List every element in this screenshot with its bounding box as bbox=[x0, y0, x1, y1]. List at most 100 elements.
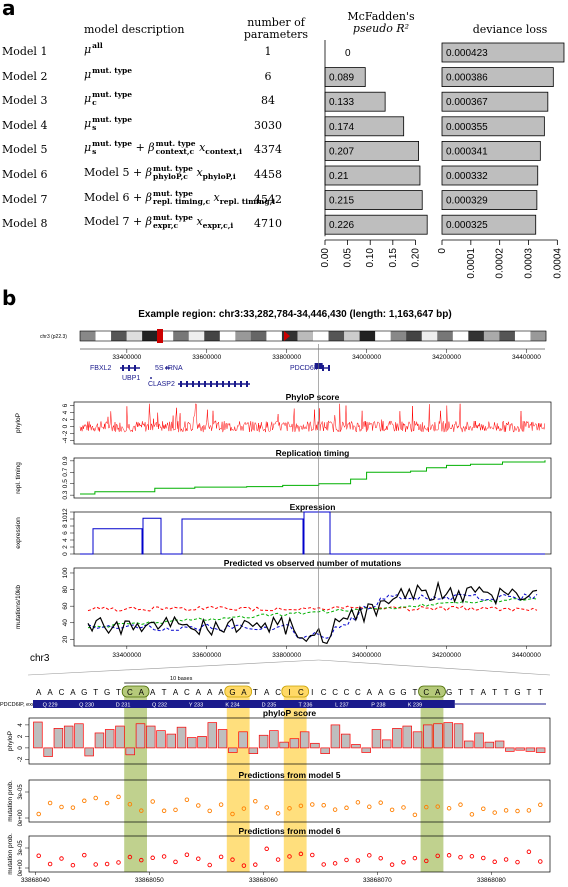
gene-track: FBXL2 UBP1 5S rRNA CLASP2 PDCD6IP bbox=[90, 363, 330, 388]
x-tick-label: 0.10 bbox=[365, 248, 376, 268]
chromosome-band bbox=[499, 331, 516, 341]
model-parameter-count: 4710 bbox=[254, 217, 282, 231]
exon-label: PDCD6IP, exon 6 bbox=[0, 702, 43, 708]
gene-label: UBP1 bbox=[122, 375, 140, 382]
nucleotide: I bbox=[311, 688, 313, 697]
chromosome-band bbox=[452, 331, 469, 341]
bar-value-label: 0.226 bbox=[329, 220, 354, 231]
pseudo-r2-bar-chart: 0 0.089 0.133 0.174 0.207 0.21 0.215 0.226 0.00 0… bbox=[320, 40, 428, 268]
prediction-point bbox=[321, 862, 326, 867]
nucleotide: C bbox=[332, 688, 338, 697]
y-tick-label: 0.9 bbox=[62, 456, 69, 465]
prediction-point bbox=[344, 857, 349, 863]
gene-exon bbox=[328, 365, 330, 371]
y-tick-label: -2 bbox=[17, 756, 24, 762]
nucleotide: T bbox=[538, 688, 543, 697]
y-tick-label: 2 bbox=[62, 545, 69, 549]
model-description: μ all bbox=[84, 41, 103, 57]
axis-tick-label: 33868080 bbox=[477, 877, 506, 884]
prediction-point bbox=[47, 800, 53, 806]
nucleotide: A bbox=[241, 688, 247, 697]
prediction-point bbox=[104, 800, 110, 806]
nucleotide: A bbox=[139, 688, 145, 697]
nucleotide: C bbox=[127, 688, 133, 697]
track-title: Expression bbox=[290, 502, 336, 512]
phylop-bar bbox=[443, 722, 454, 749]
phylop-bar bbox=[135, 723, 146, 749]
chromosome-band bbox=[142, 331, 158, 341]
prediction-point bbox=[503, 808, 509, 813]
phylop-bar bbox=[525, 747, 536, 752]
chromosome-band bbox=[437, 331, 454, 341]
phylop-bar-chart: phyloP score phyloP-2 0 2 4 bbox=[7, 708, 551, 765]
phylop-bar bbox=[94, 732, 105, 749]
replication-timing-line bbox=[80, 460, 546, 495]
x-tick-label: 0.20 bbox=[410, 248, 421, 268]
model-parameter-count: 6 bbox=[264, 69, 272, 83]
amino-acid-label: Q 229 bbox=[43, 703, 58, 709]
bar bbox=[441, 165, 539, 186]
nucleotide: T bbox=[162, 688, 167, 697]
y-tick-label: -2 bbox=[62, 430, 69, 436]
prediction-point bbox=[150, 799, 155, 804]
prediction-point bbox=[481, 806, 486, 811]
chromosome-band bbox=[421, 331, 438, 341]
replication-timing-track: Replication timing repl. timing 0.3 0.5 0.7 0… bbox=[15, 448, 552, 500]
gene-label: FBXL2 bbox=[90, 365, 112, 372]
bar bbox=[441, 91, 549, 112]
nucleotide: T bbox=[253, 688, 258, 697]
axis-tick-label: 33868070 bbox=[363, 877, 392, 884]
gene-exon bbox=[192, 381, 194, 387]
track-y-label: mutations/10kb bbox=[15, 585, 22, 629]
x-tick-label: 0 bbox=[437, 248, 448, 254]
header-deviance-loss: deviance loss bbox=[472, 23, 548, 36]
nucleotide: A bbox=[435, 688, 441, 697]
prediction-point bbox=[446, 806, 452, 811]
observed-line bbox=[87, 580, 538, 645]
prediction-point bbox=[173, 807, 178, 813]
prediction-point bbox=[161, 854, 167, 859]
nucleotide: C bbox=[321, 688, 327, 697]
axis-tick-label: 34400000 bbox=[512, 354, 541, 361]
gene-label: CLASP2 bbox=[148, 381, 175, 388]
gene-exon bbox=[204, 381, 206, 387]
y-tick-label: 3e-05 bbox=[18, 784, 24, 800]
chromosome-label: chr3 (p22.3) bbox=[40, 334, 67, 340]
prediction-point bbox=[241, 806, 247, 811]
prediction-point bbox=[150, 855, 155, 861]
gene-exon bbox=[198, 381, 200, 387]
prediction-point bbox=[264, 846, 269, 852]
prediction-point bbox=[332, 861, 338, 866]
gene-exon bbox=[122, 365, 124, 371]
nucleotide: C bbox=[298, 688, 304, 697]
model-parameter-count: 84 bbox=[261, 94, 275, 108]
prediction-point bbox=[492, 859, 497, 865]
prediction-point bbox=[446, 853, 452, 858]
track-y-label: repl. timing bbox=[15, 462, 22, 494]
nucleotide: A bbox=[173, 688, 179, 697]
phylop-bar bbox=[289, 738, 300, 749]
zoom-connector-left bbox=[27, 659, 319, 676]
highlight-column bbox=[226, 690, 250, 872]
model-parameter-count: 1 bbox=[264, 45, 272, 58]
prediction-point bbox=[161, 808, 167, 814]
nucleotide: C bbox=[59, 688, 65, 697]
highlight-codon bbox=[418, 685, 446, 698]
highlight-codon bbox=[224, 685, 253, 698]
nucleotide: T bbox=[492, 688, 497, 697]
nucleotide: G bbox=[229, 688, 235, 697]
axis-tick-label: 33868060 bbox=[249, 877, 278, 884]
prediction-point bbox=[207, 808, 212, 814]
header-params-line2: parameters bbox=[243, 28, 309, 41]
phylop-bar bbox=[392, 728, 402, 749]
prediction-point bbox=[218, 802, 224, 807]
prediction-point bbox=[184, 797, 190, 802]
model-description: μ mut. type bbox=[84, 65, 133, 81]
prediction-point bbox=[458, 855, 463, 860]
track-title: phyloP score bbox=[263, 708, 316, 718]
chromosome-band bbox=[188, 331, 205, 341]
header-params-line1: number of bbox=[247, 16, 305, 29]
bar-value-label: 0.000423 bbox=[446, 48, 488, 59]
y-tick-label: 4 bbox=[17, 723, 24, 727]
